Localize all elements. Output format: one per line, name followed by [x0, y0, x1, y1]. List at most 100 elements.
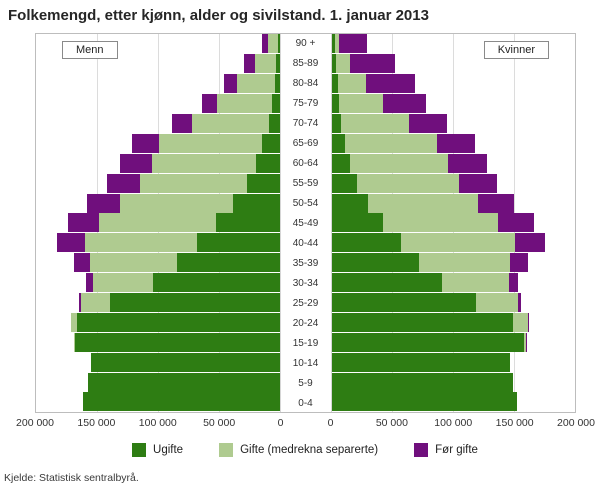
women-60-64-for_gifte-segment: [448, 154, 487, 173]
age-axis-label-65-69: 65-69: [281, 134, 331, 154]
men-45-49-for_gifte-segment: [68, 213, 100, 232]
women-60-64-ugifte-segment: [332, 154, 350, 173]
men-bar-row-80-84: [36, 74, 280, 94]
for-gifte-swatch-icon: [414, 443, 428, 457]
women-40-44-gifte-segment: [401, 233, 515, 252]
women-85-89-gifte-segment: [336, 54, 349, 73]
men-60-64-for_gifte-segment: [120, 154, 152, 173]
women-bar-row-60-64: [332, 153, 576, 173]
men-25-29-gifte-segment: [81, 293, 110, 312]
women-10-14-ugifte-segment: [332, 353, 511, 372]
men-80-84-for_gifte-segment: [224, 74, 237, 93]
men-85-89-ugifte-segment: [276, 54, 279, 73]
women-0-4-ugifte-segment: [332, 392, 517, 411]
women-40-44-for_gifte-segment: [515, 233, 544, 252]
men-80-84-ugifte-segment: [275, 74, 280, 93]
men-90plus-gifte-segment: [268, 34, 278, 53]
age-axis-label-10-14: 10-14: [281, 354, 331, 374]
x-tick-label: 100 000: [139, 417, 177, 429]
men-45-49-gifte-segment: [99, 213, 216, 232]
age-axis-label-70-74: 70-74: [281, 114, 331, 134]
men-75-79-ugifte-segment: [272, 94, 279, 113]
age-axis-label-75-79: 75-79: [281, 94, 331, 114]
men-70-74-gifte-segment: [192, 114, 269, 133]
women-70-74-gifte-segment: [341, 114, 409, 133]
men-bar-row-60-64: [36, 153, 280, 173]
women-bar-row-80-84: [332, 74, 576, 94]
men-55-59-gifte-segment: [140, 174, 247, 193]
men-30-34-for_gifte-segment: [86, 273, 93, 292]
women-bar-row-70-74: [332, 114, 576, 134]
legend: Ugifte Gifte (medrekna separerte) Før gi…: [0, 443, 610, 457]
men-40-44-gifte-segment: [85, 233, 197, 252]
women-bar-row-40-44: [332, 233, 576, 253]
men-80-84-gifte-segment: [237, 74, 275, 93]
men-bar-row-35-39: [36, 253, 280, 273]
x-tick-label: 150 000: [77, 417, 115, 429]
men-25-29-ugifte-segment: [110, 293, 279, 312]
men-30-34-gifte-segment: [93, 273, 153, 292]
women-50-54-ugifte-segment: [332, 194, 369, 213]
women-80-84-for_gifte-segment: [366, 74, 416, 93]
women-label-box: Kvinner: [484, 41, 549, 59]
x-tick-label: 50 000: [203, 417, 235, 429]
men-50-54-ugifte-segment: [233, 194, 279, 213]
men-bar-row-25-29: [36, 293, 280, 313]
age-axis-label-55-59: 55-59: [281, 174, 331, 194]
women-85-89-for_gifte-segment: [350, 54, 395, 73]
women-bar-row-65-69: [332, 133, 576, 153]
men-bar-row-5-9: [36, 372, 280, 392]
women-45-49-gifte-segment: [383, 213, 499, 232]
women-30-34-for_gifte-segment: [509, 273, 518, 292]
women-55-59-gifte-segment: [357, 174, 459, 193]
women-75-79-ugifte-segment: [332, 94, 339, 113]
men-bar-row-10-14: [36, 352, 280, 372]
men-bar-row-20-24: [36, 312, 280, 332]
x-tick-label: 150 000: [496, 417, 534, 429]
women-20-24-gifte-segment: [513, 313, 528, 332]
women-90plus-for_gifte-segment: [339, 34, 367, 53]
men-bar-row-30-34: [36, 273, 280, 293]
age-axis-label-25-29: 25-29: [281, 294, 331, 314]
men-bar-row-40-44: [36, 233, 280, 253]
women-65-69-for_gifte-segment: [437, 134, 475, 153]
men-bar-row-65-69: [36, 133, 280, 153]
women-bar-row-45-49: [332, 213, 576, 233]
men-35-39-gifte-segment: [90, 253, 178, 272]
men-label-box: Menn: [62, 41, 118, 59]
men-bar-row-75-79: [36, 94, 280, 114]
men-30-34-ugifte-segment: [153, 273, 280, 292]
women-bar-row-35-39: [332, 253, 576, 273]
women-bar-row-25-29: [332, 293, 576, 313]
x-tick-label: 50 000: [376, 417, 408, 429]
source-note: Kjelde: Statistisk sentralbyrå.: [4, 472, 610, 484]
men-65-69-ugifte-segment: [262, 134, 279, 153]
age-axis-label-0-4: 0-4: [281, 394, 331, 414]
women-55-59-for_gifte-segment: [459, 174, 497, 193]
men-85-89-gifte-segment: [255, 54, 277, 73]
women-25-29-for_gifte-segment: [518, 293, 521, 312]
age-axis-label-45-49: 45-49: [281, 214, 331, 234]
men-90plus-ugifte-segment: [278, 34, 280, 53]
women-bar-row-75-79: [332, 94, 576, 114]
age-axis-label-35-39: 35-39: [281, 254, 331, 274]
men-60-64-gifte-segment: [152, 154, 257, 173]
men-bar-row-70-74: [36, 114, 280, 134]
men-50-54-gifte-segment: [120, 194, 233, 213]
women-45-49-for_gifte-segment: [498, 213, 533, 232]
women-80-84-gifte-segment: [338, 74, 366, 93]
age-axis-label-90plus: 90 +: [281, 34, 331, 54]
women-35-39-ugifte-segment: [332, 253, 420, 272]
men-55-59-for_gifte-segment: [107, 174, 140, 193]
men-75-79-gifte-segment: [217, 94, 272, 113]
x-tick-label: 200 000: [16, 417, 54, 429]
x-tick-label: 0: [328, 417, 334, 429]
women-bar-row-15-19: [332, 332, 576, 352]
men-5-9-ugifte-segment: [88, 373, 279, 392]
x-tick-label: 0: [278, 417, 284, 429]
men-20-24-ugifte-segment: [77, 313, 279, 332]
men-45-49-ugifte-segment: [216, 213, 279, 232]
legend-label-gifte: Gifte (medrekna separerte): [240, 444, 378, 456]
